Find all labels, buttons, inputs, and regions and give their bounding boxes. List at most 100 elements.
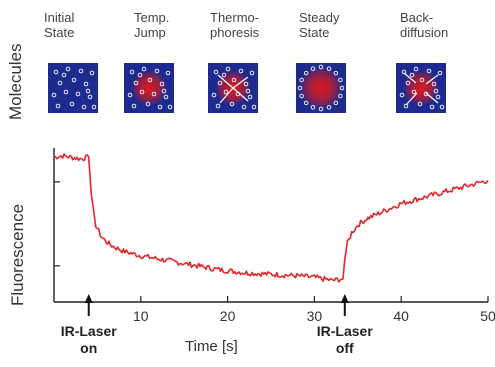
molecule-dot [338,77,343,83]
molecule-dot [141,66,147,72]
molecule-dot [78,68,84,74]
laser-arrow-head [84,294,93,303]
molecule-dot [238,68,244,74]
molecule-dot [154,68,160,74]
molecule-dot [333,70,339,76]
stage-label-line: State [44,25,75,40]
molecule-dot [243,81,249,87]
molecule-dot [71,77,77,83]
x-tick-label: 30 [306,308,323,324]
x-axis-title: Time [s] [185,338,238,355]
molecule-dot [85,88,91,94]
molecule-dot [89,70,95,76]
molecule-dot [63,89,69,95]
motion-arrow [425,74,439,85]
stage-label-line: Back- [400,10,434,25]
stage-label-backdiffusion: Back-diffusion [400,10,448,40]
stage-label-line: Thermo- [210,10,260,25]
motion-arrow [425,92,439,104]
molecule-dot [127,92,133,98]
motion-arrow [217,74,234,89]
molecule-dot [221,72,227,78]
molecule-dot [417,101,423,107]
molecule-panel-graphic [399,66,445,110]
molecule-dot [165,70,171,76]
molecule-dot [333,100,339,106]
molecule-dot [157,104,163,110]
molecule-dot [411,89,417,95]
motion-arrow [403,72,417,84]
laser-marker-label-line: off [335,340,354,356]
molecule-dot [245,88,251,94]
stage-label-line: State [299,25,330,40]
molecule-dot [133,80,139,86]
molecule-dot [399,92,405,98]
molecule-panel-thermophoresis [208,63,258,113]
molecule-dot [163,94,169,100]
stage-label-line: Steady [299,10,340,25]
molecule-dot [57,80,63,86]
molecule-dot [167,104,173,110]
molecule-panel-graphic [297,64,345,112]
stage-label-line: Jump [134,25,166,40]
molecule-dot [51,92,57,98]
motion-arrow [232,76,249,89]
molecule-dot [229,101,235,107]
molecule-dot [299,93,304,99]
molecule-dot [339,85,345,91]
molecule-dot [409,72,415,78]
molecule-dot [217,80,223,86]
molecule-panel-graphic [127,66,173,110]
molecule-dot [401,69,407,75]
molecule-dot [429,104,435,110]
molecule-panel-graphic [51,66,97,110]
molecule-dot [231,77,237,83]
stage-label-steady: Steady State [299,10,339,40]
molecule-dot [413,66,419,72]
molecule-dot [147,77,153,83]
laser-marker-label-line: IR-Laser [60,323,117,339]
laser-marker-label-line: IR-Laser [316,323,373,339]
molecule-dot [433,88,439,94]
laser-marker-label-line: on [80,340,98,356]
molecule-dot [326,66,332,71]
stage-label-line: Initial [44,10,75,25]
molecule-dot [151,91,157,97]
molecule-dot [137,72,143,78]
molecule-dot [297,85,303,91]
molecule-dot [310,66,316,71]
molecule-panel-graphic [211,66,257,110]
molecule-dot [55,103,61,109]
molecule-dot [69,101,75,107]
molecule-dot [303,70,309,76]
molecule-dot [303,100,309,106]
molecule-dot [53,69,59,75]
fluorescence-curve [53,153,489,283]
molecule-dot [87,94,93,100]
stage-label-line: Temp. [134,10,170,25]
molecule-dot [318,64,324,70]
molecule-dot [145,101,151,107]
stage-label-initial: Initial State [44,10,74,40]
molecule-dot [405,80,411,86]
molecule-dot [213,69,219,75]
molecule-dot [65,66,71,72]
molecule-dot [310,105,316,110]
molecule-dot [437,70,443,76]
x-tick-label: 50 [480,308,495,324]
molecule-dot [61,72,67,78]
x-tick-label: 40 [393,308,409,324]
molecule-dot [161,88,167,94]
molecule-dot [326,105,332,110]
molecule-dot [426,68,432,74]
molecule-dot [75,91,81,97]
laser-marker-label: IR-Laser on [59,323,119,357]
molecule-panel-backdiffusion [396,63,446,113]
motion-arrow [219,87,234,104]
molecule-dot [419,77,425,83]
molecule-dot [318,106,324,112]
motion-arrow [232,87,249,102]
x-tick-label: 10 [133,308,149,324]
molecule-dot [211,92,217,98]
